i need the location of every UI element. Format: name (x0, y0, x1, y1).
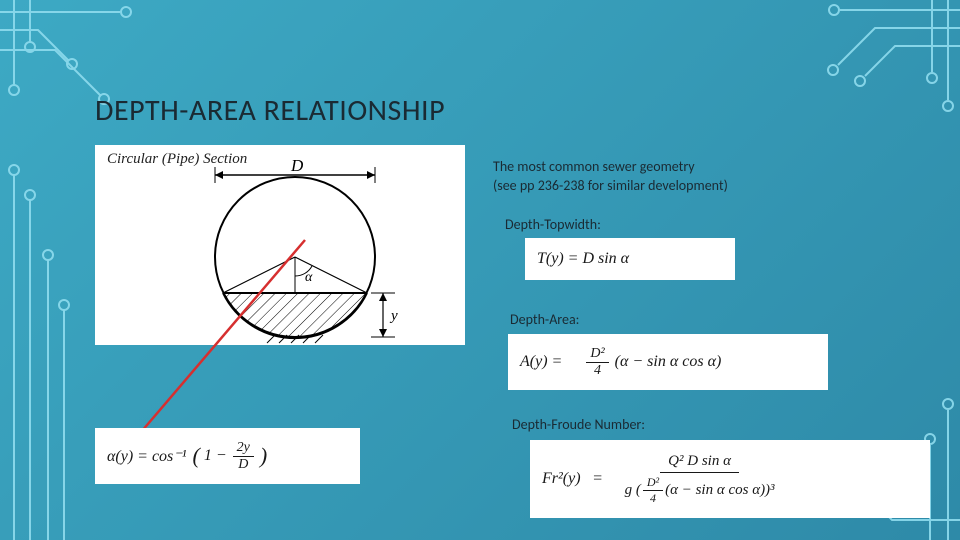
formula-froude: Fr²(y) = Q² D sin α g ( D² 4 (α − sin α … (530, 440, 930, 518)
circuit-decoration-topright (720, 0, 960, 200)
label-froude: Depth-Froude Number: (512, 416, 645, 433)
pipe-section-diagram: Circular (Pipe) Section D α (95, 145, 465, 345)
svg-text:y: y (389, 308, 398, 324)
svg-text:α: α (305, 270, 313, 285)
svg-text:D: D (290, 156, 304, 175)
subtitle-line2: (see pp 236-238 for similar development) (493, 177, 728, 194)
slide-title: DEPTH-AREA RELATIONSHIP (95, 92, 445, 129)
formula-topwidth: T(y) = D sin α (525, 238, 735, 280)
label-area: Depth-Area: (510, 311, 579, 328)
formula-area: A(y) = D² 4 (α − sin α cos α) (508, 334, 828, 390)
subtitle: The most common sewer geometry (see pp 2… (493, 158, 728, 196)
diagram-caption: Circular (Pipe) Section (107, 151, 247, 167)
label-topwidth: Depth-Topwidth: (505, 216, 601, 233)
formula-alpha: α(y) = cos⁻¹ ( 1 − 2y D ) (95, 428, 360, 484)
subtitle-line1: The most common sewer geometry (493, 158, 695, 175)
